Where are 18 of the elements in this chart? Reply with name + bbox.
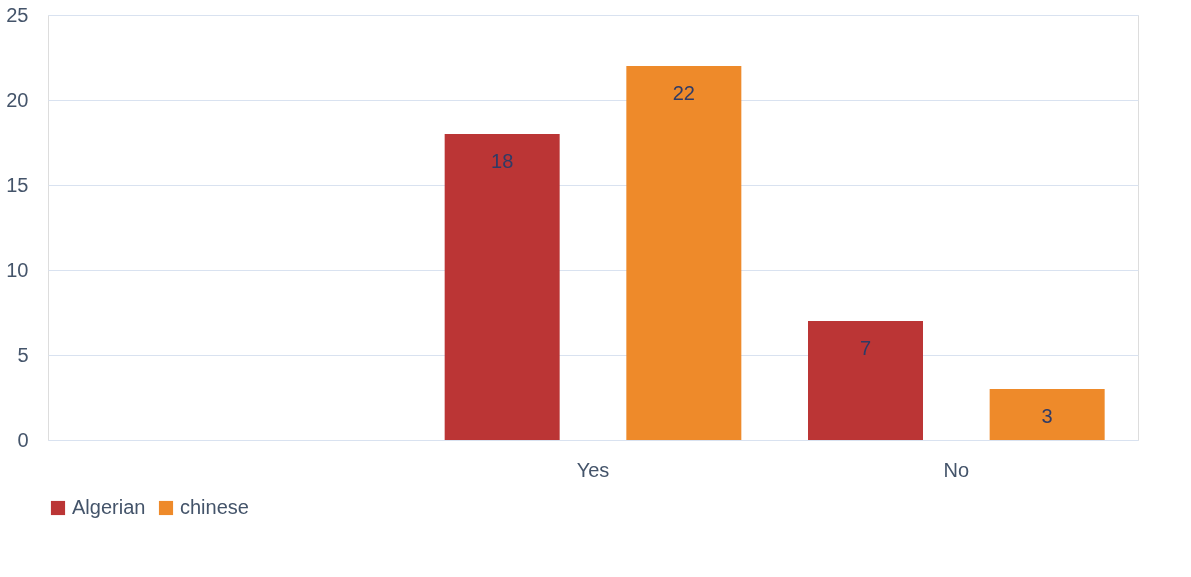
legend-label: Algerian — [72, 496, 146, 518]
bar — [444, 134, 560, 440]
data-label: 3 — [1041, 405, 1053, 427]
y-tick-label: 0 — [17, 428, 29, 451]
y-tick-label: 25 — [6, 3, 29, 26]
legend-label: chinese — [180, 496, 249, 518]
y-tick-label: 15 — [6, 173, 29, 196]
data-label: 7 — [859, 337, 872, 359]
x-tick-label: No — [943, 458, 970, 481]
x-tick-label: Yes — [576, 458, 610, 481]
bar — [808, 321, 923, 440]
y-tick-label: 20 — [6, 88, 29, 111]
y-tick-label: 10 — [6, 258, 29, 281]
y-tick-label: 5 — [17, 343, 29, 366]
data-label: 18 — [491, 150, 514, 172]
data-label: 22 — [672, 82, 695, 104]
bar — [626, 66, 742, 440]
bar — [989, 389, 1105, 440]
